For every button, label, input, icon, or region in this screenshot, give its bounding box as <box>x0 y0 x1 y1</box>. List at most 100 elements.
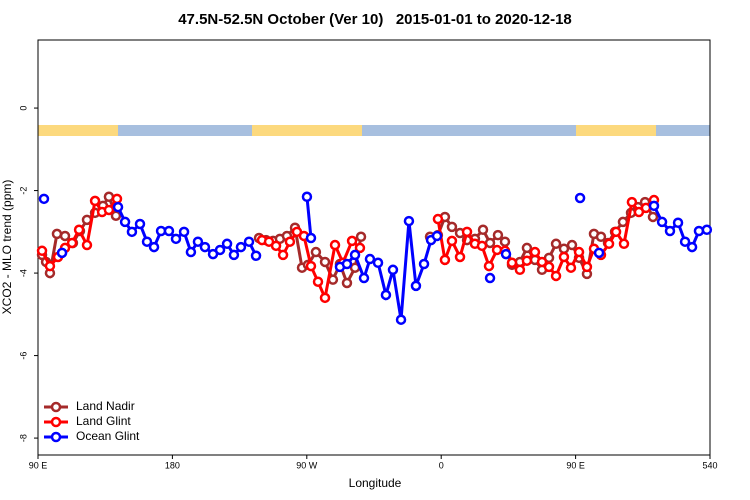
point <box>250 250 262 262</box>
point <box>66 237 78 249</box>
point <box>550 270 562 282</box>
point <box>499 236 511 247</box>
y-tick-label: -4 <box>18 269 28 277</box>
point <box>341 258 353 270</box>
point <box>89 195 101 207</box>
point <box>679 236 691 247</box>
point <box>506 257 518 269</box>
legend-label: Land Nadir <box>76 399 135 413</box>
point <box>476 240 488 252</box>
point <box>640 202 652 214</box>
point <box>454 251 466 263</box>
legend-marker <box>50 401 62 413</box>
point <box>372 257 384 269</box>
x-tick-label: 90 E <box>29 460 48 470</box>
point <box>112 201 124 213</box>
point <box>432 213 444 225</box>
y-tick-label: -2 <box>18 187 28 195</box>
point <box>192 236 204 247</box>
point <box>228 249 240 261</box>
point <box>301 191 313 203</box>
y-tick-label: -8 <box>18 434 28 442</box>
point <box>529 246 541 258</box>
point <box>521 242 533 254</box>
point <box>56 247 68 259</box>
point <box>355 231 367 243</box>
ocean-band <box>38 125 710 136</box>
point <box>103 191 115 203</box>
point <box>235 241 247 253</box>
point <box>701 224 713 236</box>
point <box>484 272 496 284</box>
point <box>603 238 615 250</box>
point <box>103 204 115 216</box>
point <box>354 242 366 254</box>
point <box>573 246 585 258</box>
point <box>81 239 93 251</box>
point <box>36 245 48 257</box>
x-tick-label: 0 <box>439 460 444 470</box>
point <box>483 260 495 272</box>
series-line <box>305 196 313 239</box>
point <box>618 238 630 250</box>
point <box>648 200 660 212</box>
point <box>617 216 629 228</box>
point <box>199 241 211 253</box>
chart-title: 47.5N-52.5N October (Ver 10) 2015-01-01 … <box>178 11 572 28</box>
point <box>403 215 415 227</box>
point <box>558 243 570 254</box>
point <box>141 236 153 247</box>
point <box>439 254 451 266</box>
legend-label: Land Glint <box>76 414 131 428</box>
point <box>284 236 296 247</box>
point <box>410 280 422 292</box>
point <box>492 229 504 241</box>
point <box>221 238 233 250</box>
y-axis-label: XCO2 - MLO trend (ppm) <box>0 180 14 315</box>
point <box>647 211 659 223</box>
point <box>305 260 317 272</box>
point <box>310 246 322 258</box>
point <box>170 233 182 245</box>
point <box>319 256 331 268</box>
point <box>484 237 496 249</box>
point <box>461 226 473 238</box>
point <box>431 230 443 242</box>
point <box>543 261 555 273</box>
x-axis-label: Longitude <box>349 476 402 490</box>
point <box>349 249 361 261</box>
land-ocean-band <box>38 125 710 136</box>
point <box>395 314 407 325</box>
point <box>134 218 146 230</box>
point <box>558 251 570 263</box>
point <box>148 241 160 253</box>
x-tick-label: 180 <box>165 460 180 470</box>
point <box>243 236 255 247</box>
land-band <box>38 125 118 136</box>
point <box>500 248 512 260</box>
point <box>38 193 50 205</box>
point <box>610 226 622 238</box>
point <box>581 261 593 273</box>
point <box>51 228 63 240</box>
point <box>163 225 175 237</box>
point <box>277 249 289 261</box>
point <box>418 258 430 270</box>
land-band <box>252 125 362 136</box>
legend-marker <box>50 416 62 428</box>
y-tick-label: -6 <box>18 352 28 360</box>
point <box>341 277 353 289</box>
point <box>111 193 123 205</box>
x-tick-label: 90 E <box>566 460 585 470</box>
x-tick-label: 540 <box>702 460 717 470</box>
point <box>574 192 586 204</box>
point <box>446 221 458 233</box>
point <box>126 226 138 238</box>
point <box>477 224 489 236</box>
point <box>446 235 458 247</box>
legend-label: Ocean Glint <box>76 429 140 443</box>
y-tick-label: 0 <box>18 106 28 111</box>
point <box>73 224 85 236</box>
x-tick-label: 90 W <box>296 460 318 470</box>
